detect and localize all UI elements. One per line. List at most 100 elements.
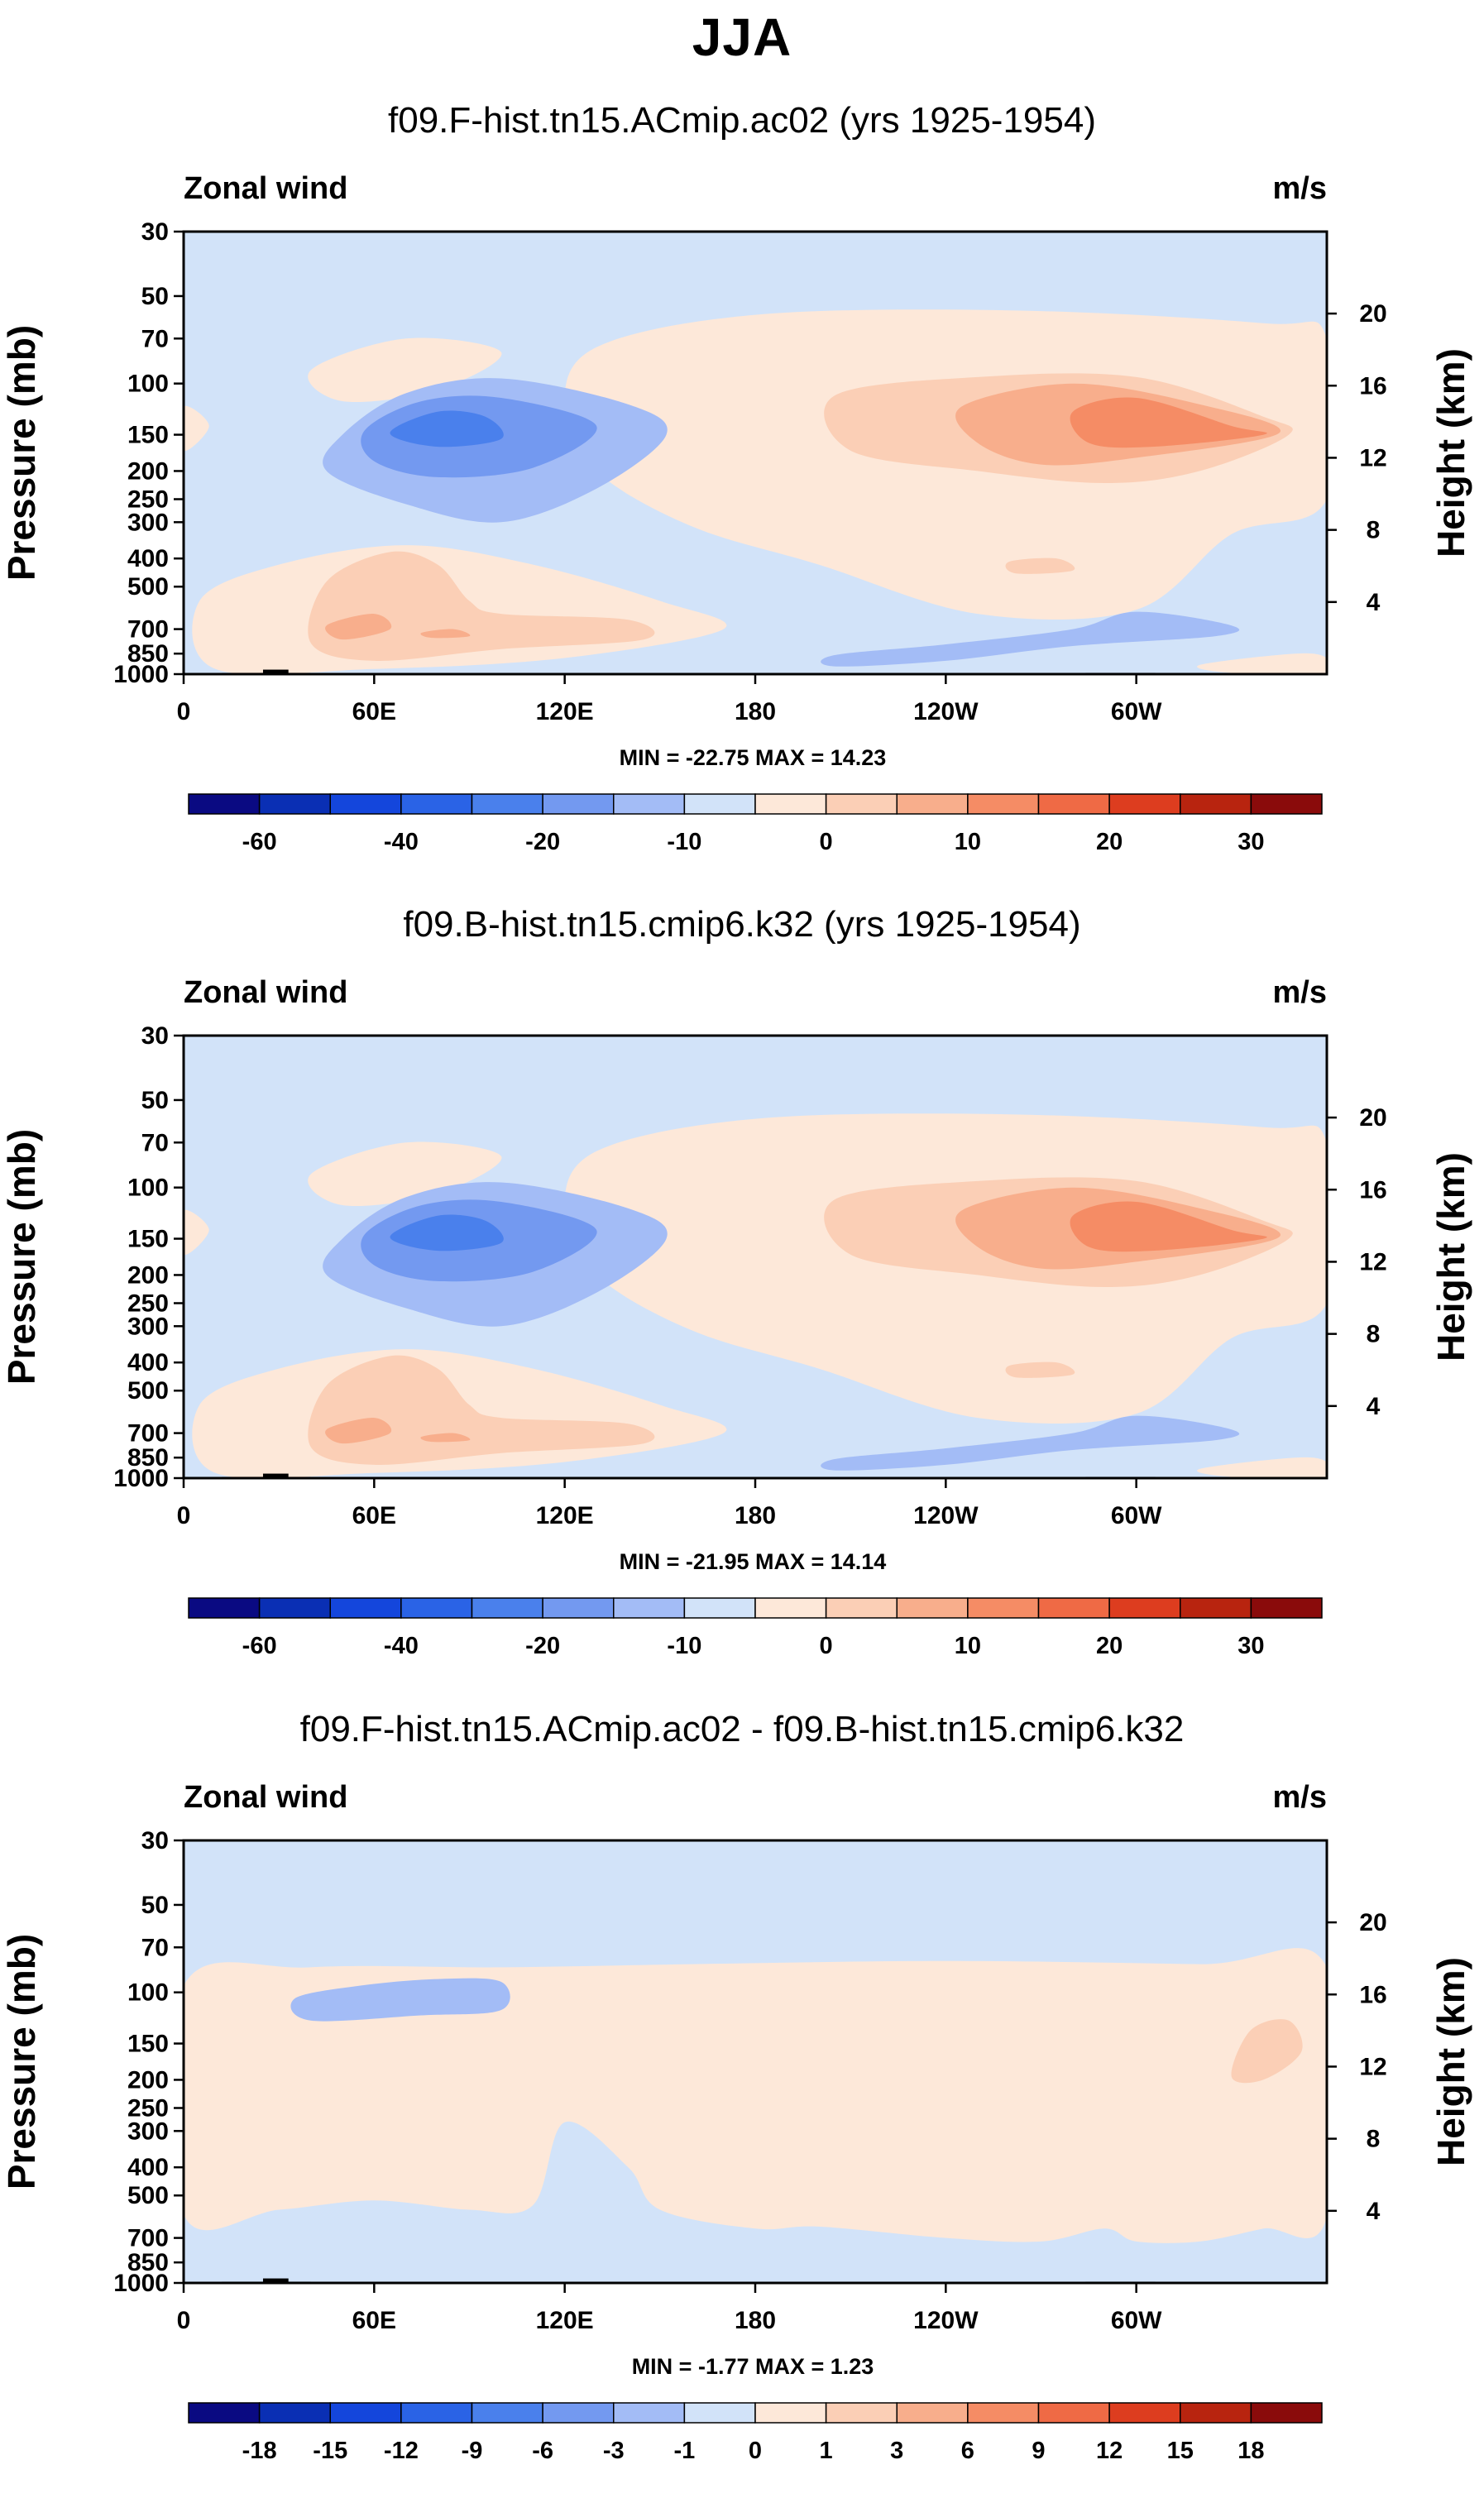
colorbar-label: -6: [532, 2438, 553, 2464]
x-tick-label: 120W: [913, 698, 979, 725]
colorbar-label: -18: [242, 2438, 277, 2464]
colorbar-swatch: [188, 1597, 261, 1619]
contour-easterly-jet-core: [390, 1214, 504, 1251]
contour-lower-westerly-core2: [420, 1433, 471, 1443]
y2-tick-label: 8: [1367, 517, 1381, 544]
y-tick-label: 50: [141, 283, 169, 310]
y-tick-label: 70: [141, 325, 169, 352]
y2-tick-label: 20: [1359, 1909, 1386, 1936]
colorbar-label: 15: [1167, 2438, 1194, 2464]
panel-title: f09.F-hist.tn15.ACmip.ac02 (yrs 1925-195…: [388, 100, 1096, 141]
contour-easterly-jet-core: [390, 410, 504, 447]
x-tick-label: 120W: [913, 1502, 979, 1529]
colorbar-label: 10: [955, 829, 981, 855]
colorbar-swatch: [258, 1597, 331, 1619]
contour-weak-westerly-edge: [184, 1209, 209, 1255]
colorbar-label: 1: [820, 2438, 833, 2464]
colorbar-swatch: [1250, 1597, 1323, 1619]
colorbar-swatch: [825, 1597, 898, 1619]
x-tick-label: 60E: [352, 1502, 396, 1529]
topography-peak: [262, 1473, 289, 1478]
contour-positive-diff: [184, 1948, 1327, 2243]
contour-lower-westerly-core2: [420, 629, 471, 639]
colorbar-label: -60: [242, 829, 277, 855]
y-tick-label: 100: [127, 371, 169, 398]
contour-lower-westerly: [308, 551, 655, 662]
contour-lower-westerly-core: [325, 614, 392, 640]
y-tick-label: 1000: [113, 1465, 169, 1492]
y-tick-label: 500: [127, 2182, 169, 2209]
colorbar-swatch: [896, 2402, 969, 2424]
y-tick-label: 250: [127, 2094, 169, 2122]
y-tick-label: 700: [127, 2225, 169, 2252]
variable-label: Zonal wind: [184, 975, 347, 1010]
x-tick-label: 120E: [536, 2307, 594, 2334]
colorbar-swatch: [188, 2402, 261, 2424]
colorbar-label: 20: [1096, 829, 1123, 855]
y-tick-label: 850: [127, 640, 169, 668]
colorbar-label: -20: [525, 829, 560, 855]
y-tick-label: 30: [141, 218, 169, 246]
y-axis-title: Pressure (mb): [0, 1934, 43, 2189]
colorbar-label: -3: [603, 2438, 625, 2464]
panel-2-svg: f09.B-hist.tn15.cmip6.k32 (yrs 1925-1954…: [0, 904, 1472, 1659]
colorbar-label: -15: [313, 2438, 347, 2464]
colorbar-label: 3: [890, 2438, 903, 2464]
y-axis-title: Pressure (mb): [0, 325, 43, 581]
colorbar-label: 10: [955, 1633, 981, 1659]
x-tick-label: 0: [177, 2307, 191, 2334]
contour-westerly-jet-core: [1070, 1201, 1267, 1252]
colorbar-swatch: [1037, 2402, 1110, 2424]
y-tick-label: 70: [141, 1934, 169, 1961]
y-tick-label: 400: [127, 1349, 169, 1376]
colorbar-label: 0: [820, 829, 833, 855]
y2-tick-label: 12: [1359, 1248, 1386, 1275]
colorbar-swatch: [896, 793, 969, 815]
x-tick-label: 60W: [1111, 1502, 1162, 1529]
colorbar-swatch: [1250, 793, 1323, 815]
y2-tick-label: 20: [1359, 1104, 1386, 1132]
contour-lower-easterly: [821, 611, 1240, 667]
y-tick-label: 50: [141, 1892, 169, 1919]
y-tick-label: 70: [141, 1129, 169, 1156]
y-tick-label: 50: [141, 1087, 169, 1114]
colorbar-label: -10: [667, 1633, 701, 1659]
min-max-label: MIN = -21.95 MAX = 14.14: [620, 1549, 887, 1574]
colorbar-swatch: [825, 793, 898, 815]
colorbar-label: -12: [384, 2438, 419, 2464]
contour-lower-westerly: [308, 1355, 655, 1466]
y-tick-label: 400: [127, 545, 169, 572]
y2-tick-label: 12: [1359, 444, 1386, 471]
contour-westerly-jet-core: [1070, 397, 1267, 448]
colorbar-label: 20: [1096, 1633, 1123, 1659]
colorbar-swatch: [400, 2402, 473, 2424]
x-tick-label: 120W: [913, 2307, 979, 2334]
y2-tick-label: 12: [1359, 2053, 1386, 2080]
y2-tick-label: 8: [1367, 1321, 1381, 1348]
colorbar-label: -9: [462, 2438, 483, 2464]
contour-small-westerly: [1005, 1361, 1075, 1378]
colorbar-swatch: [400, 793, 473, 815]
min-max-label: MIN = -1.77 MAX = 1.23: [632, 2354, 874, 2379]
y-tick-label: 850: [127, 1444, 169, 1472]
y-tick-label: 500: [127, 573, 169, 601]
panel-title: f09.B-hist.tn15.cmip6.k32 (yrs 1925-1954…: [403, 904, 1080, 945]
colorbar-label: 12: [1096, 2438, 1123, 2464]
colorbar-label: 30: [1237, 1633, 1264, 1659]
panel-1-svg: f09.F-hist.tn15.ACmip.ac02 (yrs 1925-195…: [0, 100, 1472, 855]
x-tick-label: 180: [735, 2307, 776, 2334]
units-label: m/s: [1273, 171, 1327, 206]
colorbar-swatch: [613, 1597, 686, 1619]
y2-tick-label: 8: [1367, 2126, 1381, 2153]
contour-weak-westerly-se: [1197, 1457, 1327, 1478]
colorbar-swatch: [1037, 793, 1110, 815]
colorbar-swatch: [754, 1597, 827, 1619]
y-tick-label: 250: [127, 1290, 169, 1317]
colorbar-swatch: [613, 793, 686, 815]
colorbar-label: -40: [384, 1633, 419, 1659]
contour-weak-westerly-nw: [308, 337, 502, 403]
variable-label: Zonal wind: [184, 1780, 347, 1815]
colorbar-swatch: [683, 2402, 756, 2424]
colorbar-swatch: [683, 793, 756, 815]
